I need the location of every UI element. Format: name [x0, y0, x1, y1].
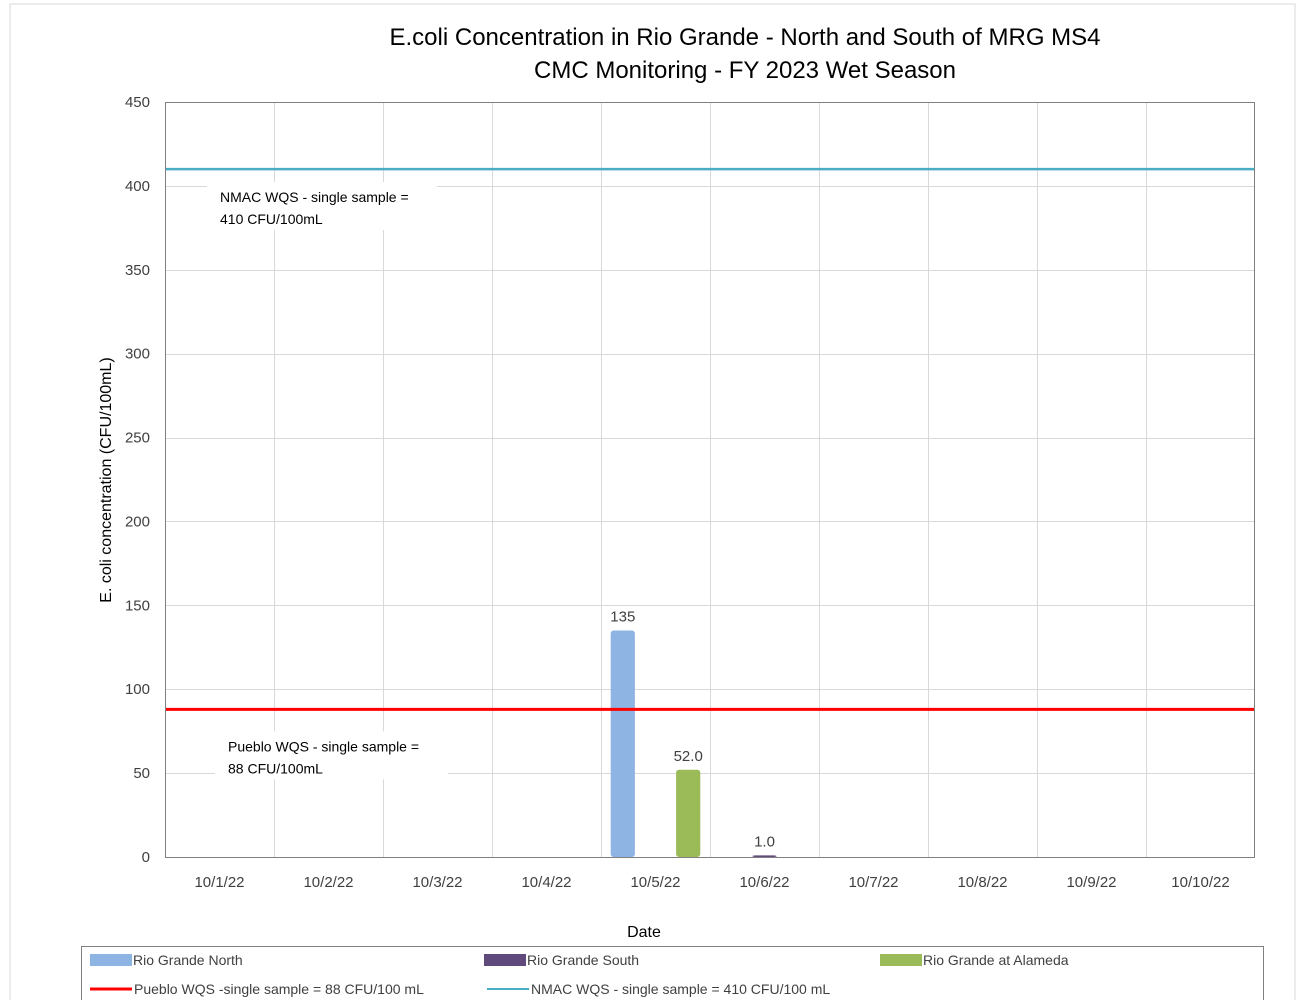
legend-swatch: [90, 954, 132, 966]
chart-title: E.coli Concentration in Rio Grande - Nor…: [390, 24, 1101, 51]
legend-swatch: [484, 954, 526, 966]
y-tick-labels: 0 50 100 150 200 250 300 350 400 450: [125, 94, 150, 866]
bar-data-label: 135: [610, 609, 635, 626]
x-tick-label: 10/5/22: [630, 874, 680, 891]
x-axis-title: Date: [627, 924, 661, 941]
x-tick-label: 10/3/22: [412, 874, 462, 891]
legend-label: Pueblo WQS -single sample = 88 CFU/100 m…: [134, 981, 424, 997]
y-tick-label: 200: [125, 513, 150, 530]
annotation-text: 88 CFU/100mL: [228, 760, 323, 776]
annotation-text: Pueblo WQS - single sample =: [228, 738, 419, 754]
x-tick-label: 10/6/22: [739, 874, 789, 891]
bar-data-label: 52.0: [674, 748, 703, 765]
legend-label: Rio Grande South: [527, 952, 639, 968]
legend-swatch: [880, 954, 922, 966]
legend: Rio Grande North Rio Grande South Rio Gran…: [90, 952, 1069, 997]
y-tick-label: 0: [142, 849, 150, 866]
x-tick-label: 10/4/22: [521, 874, 571, 891]
y-axis-title: E. coli concentration (CFU/100mL): [98, 357, 115, 602]
reference-lines: [165, 167, 1255, 711]
bars: 135 1.0 52.0: [610, 609, 777, 857]
y-tick-label: 250: [125, 430, 150, 447]
x-tick-label: 10/1/22: [194, 874, 244, 891]
bar-rio-grande-south: [752, 855, 777, 857]
y-tick-label: 350: [125, 262, 150, 279]
x-tick-label: 10/9/22: [1066, 874, 1116, 891]
x-tick-labels: 10/1/22 10/2/22 10/3/22 10/4/22 10/5/22 10/6/…: [194, 874, 1229, 891]
annotation-text: 410 CFU/100mL: [220, 211, 323, 227]
plot-area-border: [165, 102, 1255, 858]
legend-label: NMAC WQS - single sample = 410 CFU/100 m…: [531, 981, 830, 997]
x-tick-label: 10/7/22: [848, 874, 898, 891]
y-tick-label: 400: [125, 178, 150, 195]
x-tick-label: 10/8/22: [957, 874, 1007, 891]
y-tick-label: 100: [125, 681, 150, 698]
chart-subtitle: CMC Monitoring - FY 2023 Wet Season: [534, 57, 956, 84]
annotations: Pueblo WQS - single sample = 88 CFU/100mL…: [207, 182, 448, 780]
annotation-box: [215, 731, 448, 780]
x-tick-label: 10/10/22: [1171, 874, 1229, 891]
bar-data-label: 1.0: [754, 833, 775, 850]
y-tick-label: 450: [125, 94, 150, 111]
bar-rio-grande-north: [610, 630, 635, 857]
annotation-text: NMAC WQS - single sample =: [220, 189, 409, 205]
legend-label: Rio Grande at Alameda: [923, 952, 1069, 968]
bar-rio-grande-at-alameda: [676, 769, 701, 857]
legend-box: [81, 946, 1264, 1005]
annotation-box: [207, 182, 437, 231]
y-tick-label: 50: [133, 765, 150, 782]
y-tick-label: 150: [125, 597, 150, 614]
x-tick-label: 10/2/22: [303, 874, 353, 891]
legend-label: Rio Grande North: [133, 952, 243, 968]
chart-area-border: [9, 3, 1296, 1005]
y-tick-label: 300: [125, 346, 150, 363]
